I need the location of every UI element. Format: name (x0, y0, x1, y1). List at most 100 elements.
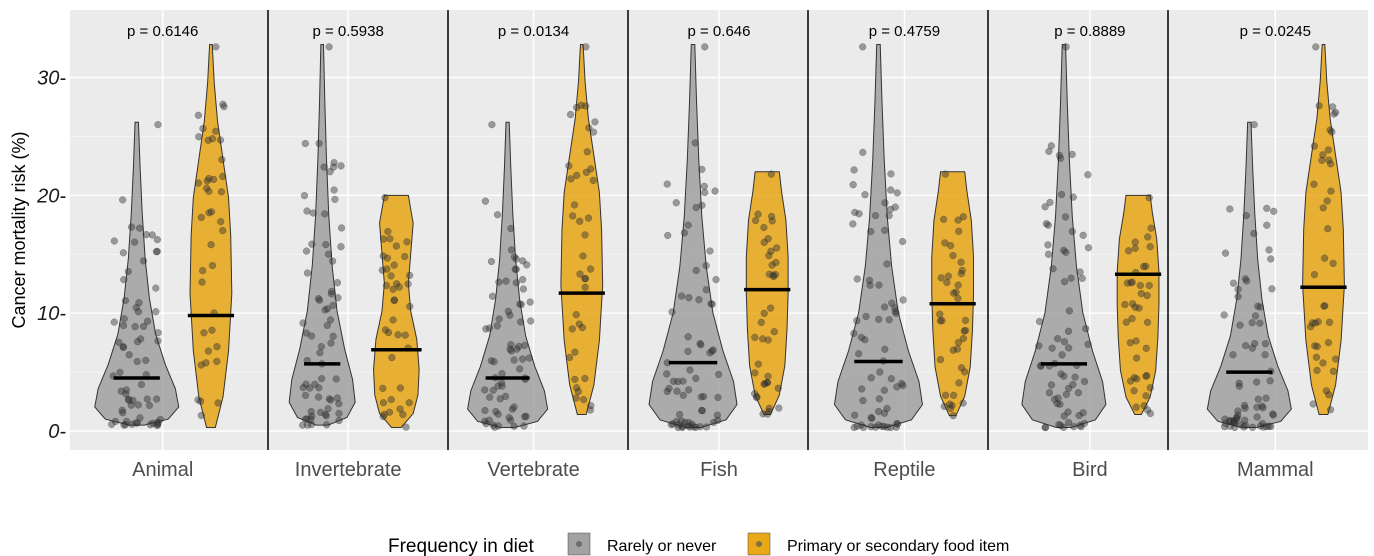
data-point (1146, 409, 1155, 418)
data-point (383, 265, 391, 273)
data-point (323, 421, 331, 429)
data-point (1068, 227, 1076, 236)
data-point (959, 213, 967, 221)
data-point (511, 265, 519, 273)
data-point (1259, 404, 1267, 412)
data-point (1220, 423, 1229, 431)
data-point (1256, 422, 1265, 430)
violin-primary-vertebrate (560, 44, 604, 416)
data-point (1308, 319, 1317, 327)
data-point (758, 335, 767, 343)
data-point (868, 414, 876, 423)
data-point (1060, 246, 1068, 255)
data-point (401, 331, 409, 339)
x-tick-label: Animal (132, 459, 193, 481)
data-point (392, 242, 401, 250)
data-point (378, 266, 386, 274)
data-point (406, 271, 414, 280)
data-point (389, 285, 397, 293)
data-point (954, 294, 962, 303)
data-point (1142, 392, 1150, 400)
data-point (1327, 187, 1335, 195)
data-point (941, 239, 949, 247)
x-tick-label: Mammal (1237, 459, 1314, 481)
data-point (137, 335, 145, 343)
data-point (772, 244, 781, 252)
violin-rarely-reptile (833, 44, 923, 428)
data-point (202, 359, 210, 367)
data-point (119, 409, 127, 417)
data-point (525, 354, 533, 362)
data-point (309, 209, 317, 217)
data-point (684, 422, 693, 430)
data-point (1240, 401, 1249, 410)
data-point (327, 396, 335, 404)
data-point (300, 191, 309, 200)
data-point (871, 423, 880, 431)
data-point (764, 372, 772, 380)
data-point (379, 252, 387, 260)
data-point (330, 186, 338, 194)
data-point (861, 191, 869, 199)
data-point (763, 379, 772, 387)
data-point (760, 238, 768, 247)
data-point (855, 210, 863, 218)
violin-rarely-fish (648, 44, 738, 428)
data-point (1229, 351, 1237, 359)
data-point (510, 422, 518, 430)
data-point (1226, 416, 1234, 425)
data-point (307, 420, 316, 429)
data-point (323, 305, 332, 313)
data-point (1251, 312, 1260, 320)
data-point (1311, 342, 1319, 350)
data-point (1057, 190, 1066, 199)
data-point (154, 120, 162, 129)
data-point (954, 338, 963, 347)
violin-primary-animal (189, 44, 233, 428)
data-point (1142, 262, 1150, 270)
data-point (1263, 204, 1271, 213)
data-point (880, 303, 889, 311)
data-point (1310, 142, 1319, 150)
data-point (387, 272, 395, 280)
data-point (1332, 355, 1340, 363)
data-point (1047, 381, 1056, 389)
data-point (385, 408, 394, 416)
data-point (853, 422, 861, 430)
data-point (314, 393, 323, 401)
data-point (663, 370, 671, 378)
data-point (198, 278, 206, 286)
data-point (1312, 353, 1321, 361)
data-point (875, 281, 883, 289)
data-point (335, 416, 343, 425)
data-point (700, 182, 708, 190)
data-point (379, 235, 388, 243)
data-point (577, 101, 585, 109)
data-point (667, 420, 675, 429)
data-point (324, 250, 333, 258)
data-point (883, 404, 891, 413)
data-point (765, 404, 773, 412)
data-point (1065, 307, 1074, 315)
data-point (299, 384, 307, 392)
data-point (765, 407, 773, 416)
data-point (875, 315, 883, 323)
data-point (1312, 43, 1320, 51)
data-point (527, 317, 535, 325)
data-point (760, 223, 768, 232)
data-point (390, 296, 399, 304)
data-point (208, 326, 216, 334)
data-point (125, 351, 133, 359)
data-point (1044, 221, 1052, 229)
data-point (327, 339, 335, 347)
data-point (681, 418, 689, 427)
data-point (217, 188, 226, 196)
data-point (878, 422, 886, 430)
data-point (153, 247, 161, 256)
data-point (332, 375, 340, 383)
data-point (213, 343, 221, 351)
data-point (134, 308, 143, 316)
data-point (314, 294, 323, 303)
y-axis-label: Cancer mortality risk (%) (9, 131, 29, 328)
data-point (326, 316, 335, 324)
